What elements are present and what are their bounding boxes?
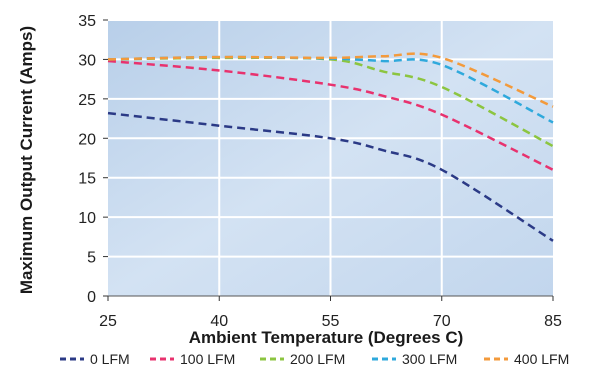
x-tick-label: 55 [322,313,340,330]
series-line-1 [107,59,554,171]
y-tick-label: 25 [78,92,96,109]
legend-label-0: 0 LFM [90,351,130,367]
x-tick-label: 25 [99,313,117,330]
legend-label-1: 100 LFM [180,351,235,367]
x-tick-label: 70 [433,313,451,330]
y-tick-label: 15 [78,171,96,188]
y-axis-ticks: 0 5 10 15 20 25 30 35 [78,13,108,306]
x-tick-label: 40 [210,313,228,330]
x-axis-ticks: 25 40 55 70 85 [99,296,562,330]
y-tick-label: 5 [87,250,96,267]
y-tick-label: 30 [78,52,96,69]
x-tick-label: 85 [544,313,562,330]
y-tick-label: 35 [78,13,96,30]
legend-label-4: 400 LFM [514,351,569,367]
y-tick-label: 10 [78,210,96,227]
series-line-0 [107,111,554,242]
legend-label-2: 200 LFM [290,351,345,367]
y-tick-label: 0 [87,289,96,306]
series-line-2 [107,56,554,148]
y-tick-label: 20 [78,131,96,148]
y-axis-title: Maximum Output Current (Amps) [17,26,36,294]
legend: 0 LFM 100 LFM 200 LFM 300 LFM 400 LFM [60,351,569,367]
legend-label-3: 300 LFM [402,351,457,367]
x-axis-title: Ambient Temperature (Degrees C) [189,328,464,347]
series-lines [107,52,554,242]
